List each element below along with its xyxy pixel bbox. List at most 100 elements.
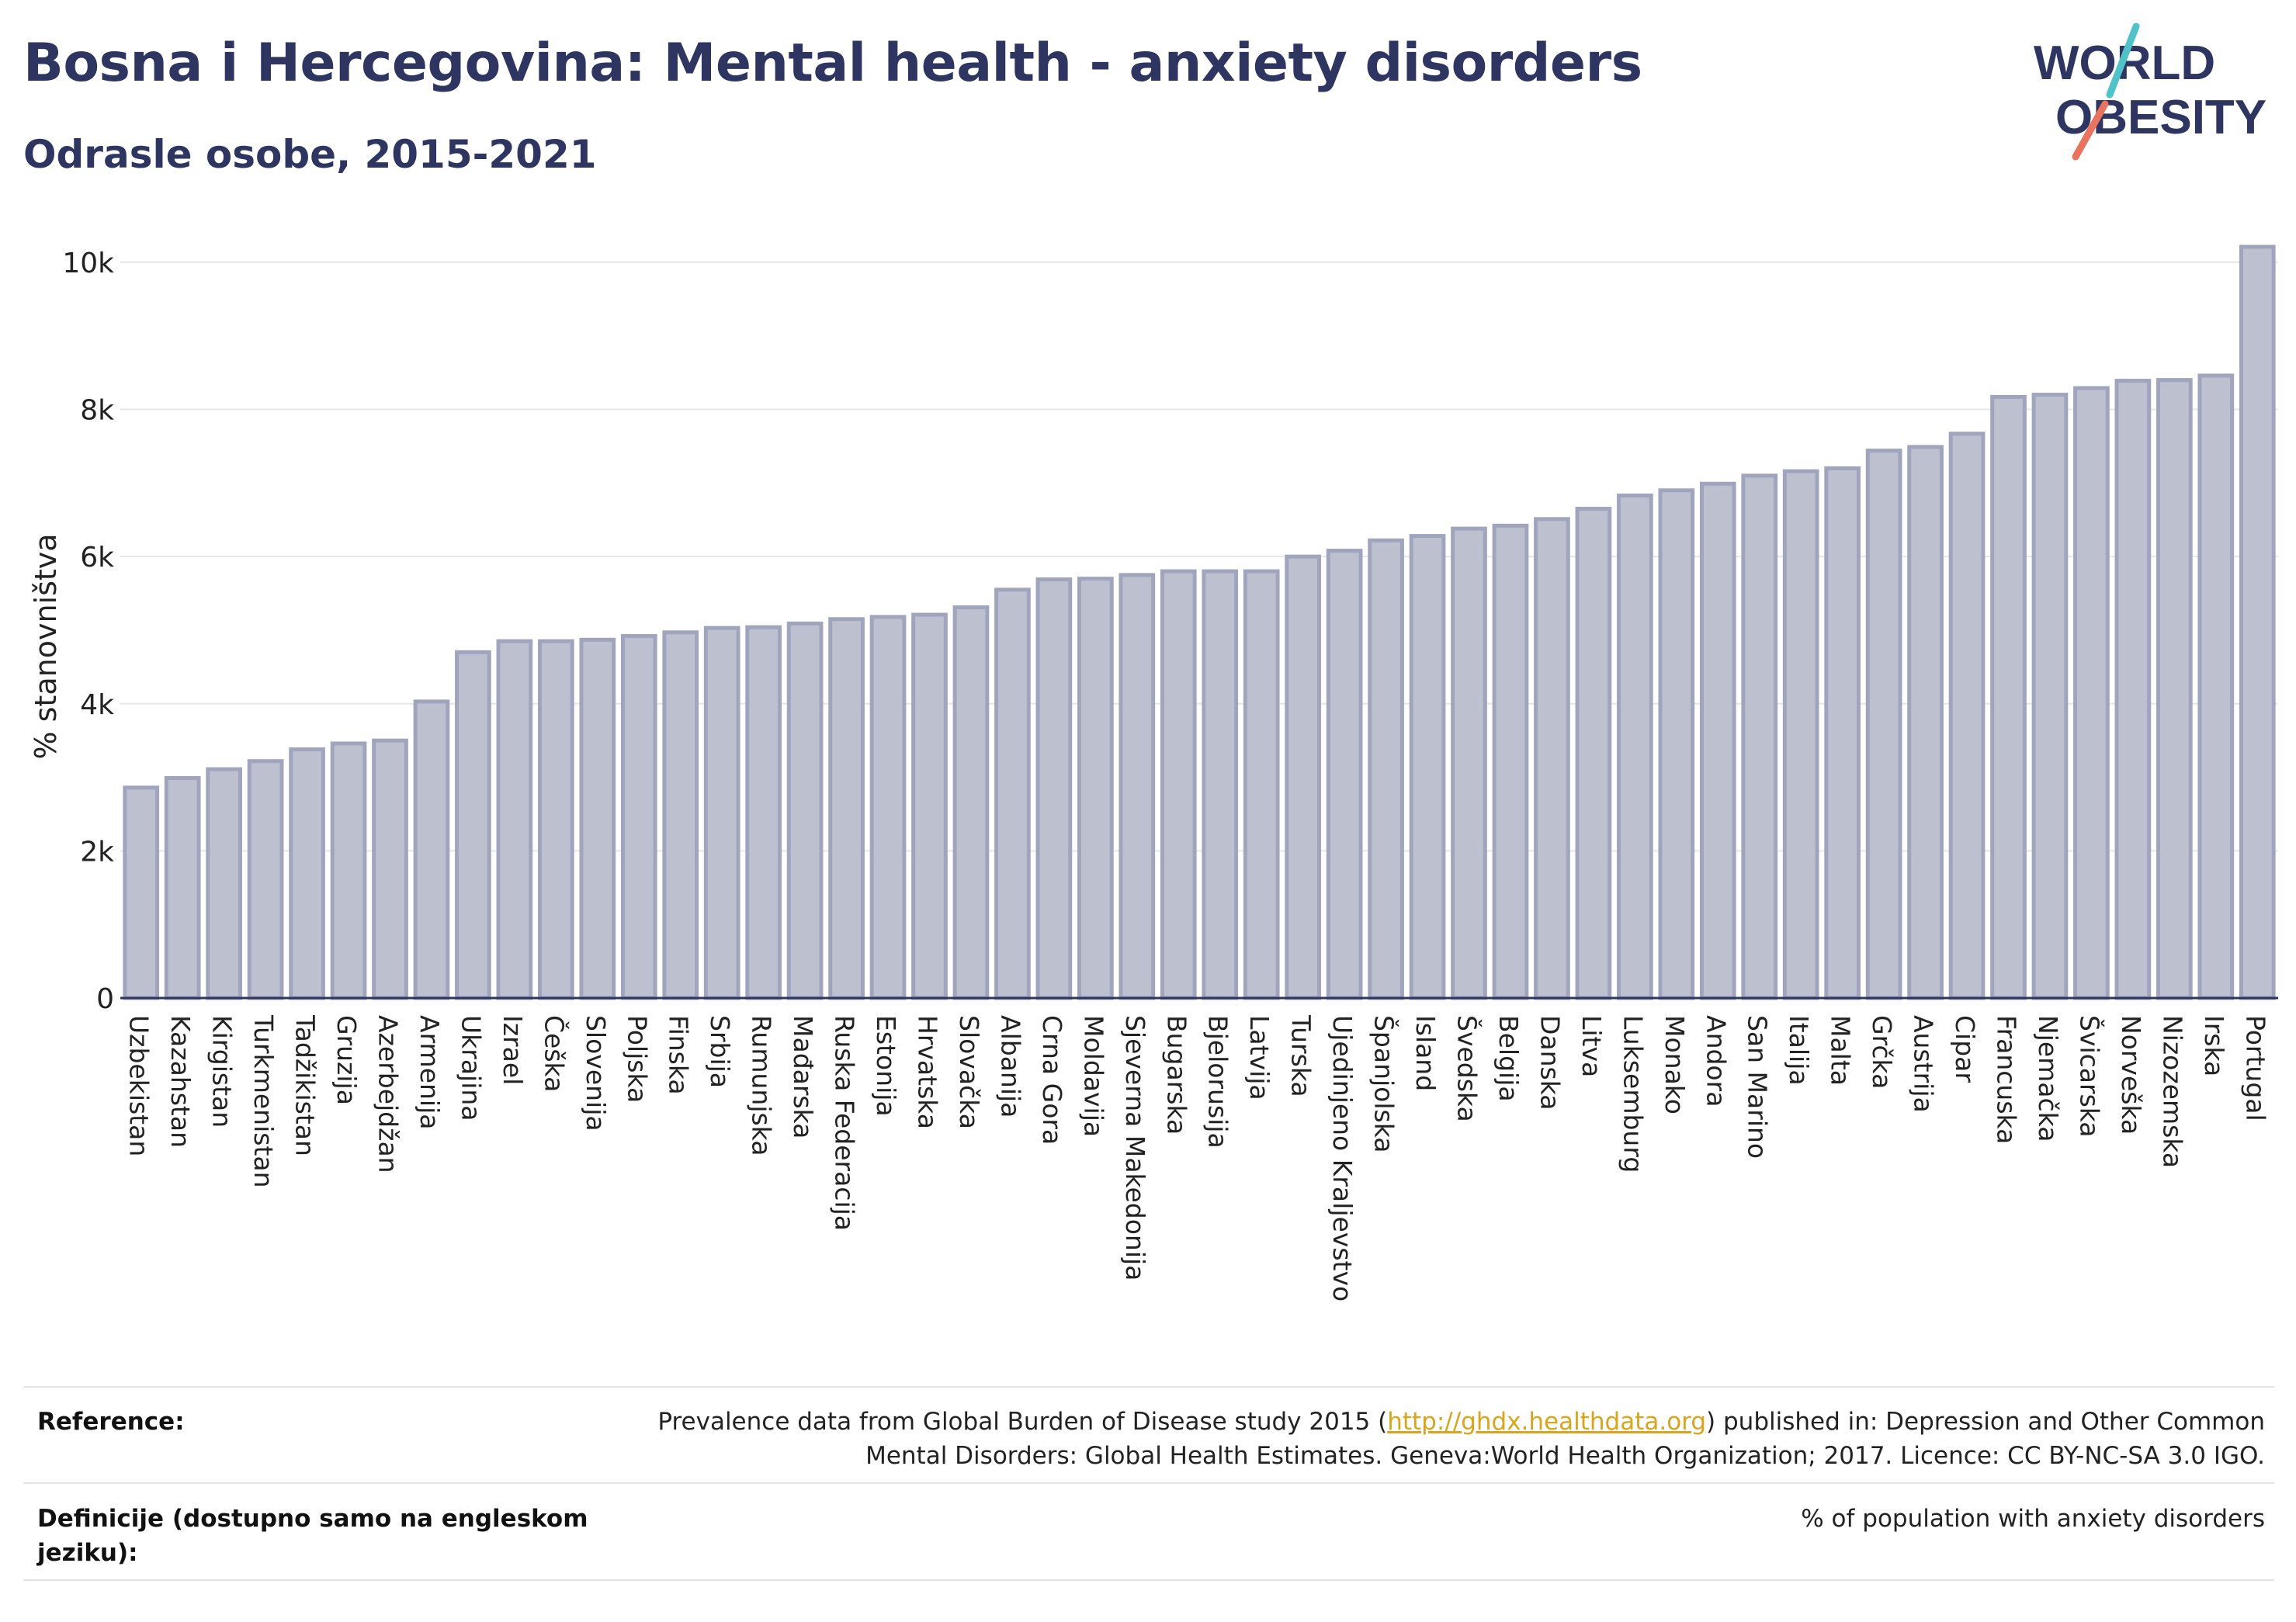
bar[interactable] <box>2031 393 2069 1000</box>
bar[interactable] <box>1990 394 2027 1000</box>
x-tick-label: Luksemburg <box>1618 1015 1648 1173</box>
bar[interactable] <box>289 747 325 1000</box>
bar[interactable] <box>786 621 824 1000</box>
bar[interactable] <box>994 587 1031 1000</box>
x-tick-label: Moldavija <box>1078 1015 1108 1137</box>
bar[interactable] <box>1077 577 1114 1000</box>
x-tick-label: Monako <box>1660 1015 1690 1114</box>
bar[interactable] <box>1451 526 1487 1000</box>
bar[interactable] <box>2239 244 2276 1000</box>
x-tick-label: Uzbekistan <box>124 1015 154 1156</box>
bar[interactable] <box>869 615 907 1000</box>
bar-chart: 0 2k 4k 6k 8k 10k Uzbekistan Kazahstan Kirgista… <box>29 244 2278 1301</box>
bar[interactable] <box>455 650 491 1000</box>
bar[interactable] <box>745 625 782 1000</box>
x-tick-label: Rumunjska <box>747 1015 777 1156</box>
x-tick-label: Grčka <box>1867 1015 1897 1089</box>
footer-divider-bottom <box>23 1579 2274 1581</box>
x-tick-label: Turska <box>1286 1014 1316 1097</box>
footer-divider-middle <box>23 1482 2274 1484</box>
bar[interactable] <box>1741 473 1778 1000</box>
bar[interactable] <box>2073 386 2110 1000</box>
x-tick-label: Norveška <box>2116 1015 2146 1135</box>
bar[interactable] <box>413 699 450 1000</box>
bar[interactable] <box>164 776 201 1000</box>
bar[interactable] <box>247 759 284 1000</box>
bar[interactable] <box>372 738 408 1000</box>
x-tick-label: Portugal <box>2240 1015 2270 1121</box>
bar[interactable] <box>952 605 990 1000</box>
x-tick-labels: Uzbekistan Kazahstan Kirgistan Turkmenistan… <box>124 1014 2271 1301</box>
x-tick-label: Gruzija <box>331 1015 362 1105</box>
bar[interactable] <box>1243 569 1280 1000</box>
x-tick-label: Njemačka <box>2033 1015 2063 1142</box>
bar[interactable] <box>537 639 574 1000</box>
x-tick-label: Nizozemska <box>2157 1015 2187 1168</box>
y-tick-label: 10k <box>62 248 114 279</box>
world-obesity-logo: WORLD OBESITY <box>2034 23 2267 161</box>
x-tick-label: Kirgistan <box>207 1015 238 1128</box>
x-tick-label: Irska <box>2199 1015 2229 1076</box>
bar[interactable] <box>1699 481 1736 1000</box>
bar[interactable] <box>579 637 616 1000</box>
bar[interactable] <box>828 617 865 1000</box>
x-tick-label: Hrvatska <box>913 1015 943 1129</box>
bar[interactable] <box>1492 523 1529 1000</box>
x-tick-label: Češka <box>539 1015 570 1092</box>
logo-accent-bottom <box>2072 100 2109 161</box>
bar[interactable] <box>1119 573 1156 1000</box>
bar[interactable] <box>703 626 740 1000</box>
bar[interactable] <box>1035 577 1073 1000</box>
bar[interactable] <box>662 630 699 1000</box>
x-tick-label: Mađarska <box>788 1015 818 1139</box>
bar[interactable] <box>911 612 948 1000</box>
bar[interactable] <box>1534 517 1570 1000</box>
bar[interactable] <box>1658 488 1695 1000</box>
y-tick-label: 6k <box>80 542 114 574</box>
definition-text: % of population with anxiety disorders <box>1801 1505 2265 1533</box>
bar[interactable] <box>1160 569 1197 1000</box>
x-tick-label: Crna Gora <box>1037 1015 1067 1145</box>
x-tick-label: Bugarska <box>1161 1015 1191 1135</box>
bar[interactable] <box>1409 534 1446 1000</box>
bar[interactable] <box>1202 569 1239 1000</box>
bar[interactable] <box>2156 378 2193 1000</box>
reference-text: Prevalence data from Global Burden of Di… <box>657 1405 2265 1473</box>
chart-subtitle: Odrasle osobe, 2015-2021 <box>23 132 597 177</box>
x-tick-label: Cipar <box>1950 1015 1980 1083</box>
x-tick-label: Italija <box>1784 1015 1814 1086</box>
y-tick-label: 2k <box>80 836 114 868</box>
x-tick-label: Danska <box>1535 1015 1565 1111</box>
reference-link[interactable]: http://ghdx.healthdata.org <box>1387 1408 1707 1436</box>
x-tick-label: Latvija <box>1244 1015 1275 1100</box>
x-tick-label: Slovenija <box>581 1015 611 1132</box>
bar[interactable] <box>206 767 243 1000</box>
x-tick-label: Ujedinjeno Kraljevstvo <box>1327 1015 1358 1301</box>
y-tick-label: 4k <box>80 689 114 721</box>
x-tick-label: Litva <box>1576 1015 1607 1077</box>
bar[interactable] <box>330 741 367 1000</box>
bar[interactable] <box>1368 538 1404 1000</box>
y-tick-label: 0 <box>96 983 114 1015</box>
bar[interactable] <box>1616 493 1653 1000</box>
bar[interactable] <box>1824 466 1861 1000</box>
y-tick-labels: 0 2k 4k 6k 8k 10k <box>62 248 114 1015</box>
x-tick-label: Sjeverna Makedonija <box>1120 1015 1150 1281</box>
reference-text-a: Prevalence data from Global Burden of Di… <box>657 1408 1388 1436</box>
bar[interactable] <box>1948 431 1986 1000</box>
bar[interactable] <box>2197 373 2235 1000</box>
bar[interactable] <box>1575 507 1612 1000</box>
bar[interactable] <box>1285 554 1322 1000</box>
bar[interactable] <box>1326 549 1363 1000</box>
bar[interactable] <box>1907 445 1944 1000</box>
bar[interactable] <box>2114 379 2152 1000</box>
bar[interactable] <box>123 785 160 1000</box>
x-tick-label: Armenija <box>414 1015 445 1130</box>
x-tick-label: Bjelorusija <box>1203 1015 1233 1149</box>
bar[interactable] <box>620 634 657 1000</box>
bar[interactable] <box>1782 469 1819 1000</box>
bar[interactable] <box>496 639 533 1000</box>
bar[interactable] <box>1865 449 1902 1000</box>
x-tick-label: Island <box>1410 1015 1441 1091</box>
chart-title: Bosna i Hercegovina: Mental health - anx… <box>23 33 1642 94</box>
